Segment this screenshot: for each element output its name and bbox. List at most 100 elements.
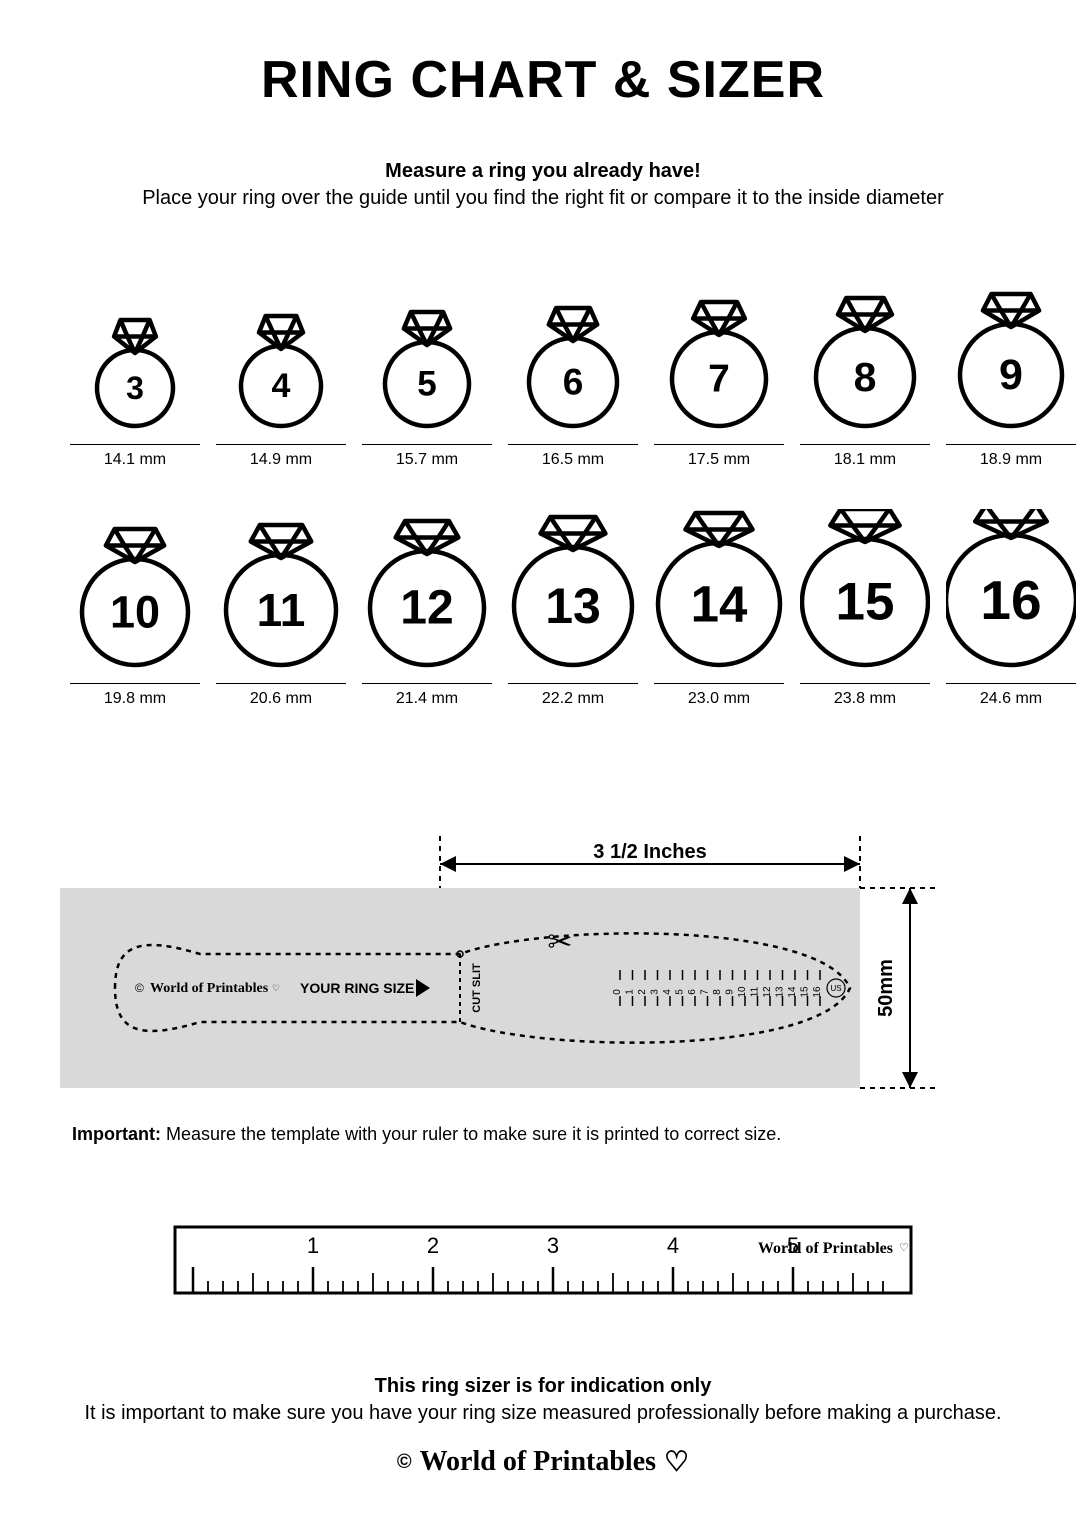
svg-text:US: US xyxy=(830,984,841,993)
ring-icon: 9 xyxy=(946,270,1076,430)
svg-text:4: 4 xyxy=(662,989,673,995)
ring-divider xyxy=(508,444,638,445)
ring-icon: 16 xyxy=(946,509,1076,669)
ring-icon: 11 xyxy=(216,509,346,669)
footer-heading: This ring sizer is for indication only xyxy=(60,1375,1026,1398)
ring-size-number: 10 xyxy=(110,587,160,638)
strip-important-note: Important: Measure the template with you… xyxy=(60,1118,1026,1145)
ring-size-cell: 4 14.9 mm xyxy=(216,270,346,469)
ring-size-cell: 11 20.6 mm xyxy=(216,509,346,708)
ring-mm-label: 19.8 mm xyxy=(104,690,166,708)
ring-mm-label: 17.5 mm xyxy=(688,451,750,469)
ring-mm-label: 18.9 mm xyxy=(980,451,1042,469)
svg-text:YOUR RING SIZE: YOUR RING SIZE xyxy=(300,980,414,996)
svg-text:3: 3 xyxy=(547,1233,559,1258)
ring-divider xyxy=(216,444,346,445)
strip-important-label: Important: xyxy=(72,1124,161,1144)
ring-size-cell: 5 15.7 mm xyxy=(362,270,492,469)
svg-text:4: 4 xyxy=(667,1233,679,1258)
svg-text:2: 2 xyxy=(427,1233,439,1258)
ring-icon: 8 xyxy=(800,270,930,430)
footer-credit: © World of Printables ♡ xyxy=(60,1445,1026,1479)
svg-text:10: 10 xyxy=(737,986,748,998)
ring-size-cell: 10 19.8 mm xyxy=(70,509,200,708)
sizer-strip-diagram: 3 1/2 Inches50mmCUT SLIT✂©World of Print… xyxy=(60,828,1026,1118)
ring-divider xyxy=(70,444,200,445)
ring-size-cell: 6 16.5 mm xyxy=(508,270,638,469)
ring-size-number: 14 xyxy=(691,576,748,633)
ring-size-number: 16 xyxy=(980,569,1041,631)
ring-mm-label: 14.9 mm xyxy=(250,451,312,469)
svg-text:✂: ✂ xyxy=(547,926,572,959)
ring-divider xyxy=(946,444,1076,445)
ring-size-number: 6 xyxy=(563,362,584,403)
ring-icon: 5 xyxy=(362,270,492,430)
ring-mm-label: 20.6 mm xyxy=(250,690,312,708)
ring-icon: 13 xyxy=(508,509,638,669)
ring-divider xyxy=(216,683,346,684)
sizer-strip-block: 3 1/2 Inches50mmCUT SLIT✂©World of Print… xyxy=(60,828,1026,1145)
ring-size-cell: 9 18.9 mm xyxy=(946,270,1076,469)
ring-size-number: 7 xyxy=(708,358,730,401)
ring-size-cell: 7 17.5 mm xyxy=(654,270,784,469)
ring-size-number: 9 xyxy=(999,351,1023,399)
ring-size-number: 5 xyxy=(417,365,436,404)
ring-size-number: 13 xyxy=(545,578,601,634)
ring-size-grid: 3 14.1 mm 4 14.9 mm xyxy=(60,270,1026,708)
ring-mm-label: 24.6 mm xyxy=(980,690,1042,708)
ring-size-cell: 13 22.2 mm xyxy=(508,509,638,708)
svg-text:♡: ♡ xyxy=(272,983,280,993)
ring-divider xyxy=(800,444,930,445)
ring-divider xyxy=(946,683,1076,684)
ring-size-cell: 3 14.1 mm xyxy=(70,270,200,469)
subheading: Measure a ring you already have! xyxy=(60,160,1026,183)
footer-brand: World of Printables xyxy=(420,1446,656,1478)
svg-text:14: 14 xyxy=(787,986,798,998)
svg-text:6: 6 xyxy=(687,989,698,995)
ring-mm-label: 23.0 mm xyxy=(688,690,750,708)
ring-mm-label: 16.5 mm xyxy=(542,451,604,469)
svg-text:World of Printables: World of Printables xyxy=(150,981,269,996)
footer-body: It is important to make sure you have yo… xyxy=(60,1402,1026,1425)
subheading-body: Place your ring over the guide until you… xyxy=(60,187,1026,210)
ring-size-cell: 14 23.0 mm xyxy=(654,509,784,708)
ring-mm-label: 15.7 mm xyxy=(396,451,458,469)
ring-size-number: 15 xyxy=(836,573,895,632)
ring-size-cell: 15 23.8 mm xyxy=(800,509,930,708)
svg-text:50mm: 50mm xyxy=(875,959,897,1017)
ring-icon: 10 xyxy=(70,509,200,669)
svg-text:1: 1 xyxy=(625,989,636,995)
ring-size-number: 12 xyxy=(400,582,453,635)
ring-size-number: 3 xyxy=(126,370,144,406)
ring-divider xyxy=(508,683,638,684)
svg-text:3 1/2 Inches: 3 1/2 Inches xyxy=(593,841,706,863)
ring-size-cell: 12 21.4 mm xyxy=(362,509,492,708)
ring-icon: 4 xyxy=(216,270,346,430)
svg-text:2: 2 xyxy=(637,989,648,995)
ring-divider xyxy=(362,683,492,684)
svg-text:9: 9 xyxy=(725,989,736,995)
svg-text:World of Printables: World of Printables xyxy=(758,1240,893,1257)
page-title: RING CHART & SIZER xyxy=(60,50,1026,110)
ring-divider xyxy=(654,444,784,445)
svg-text:0: 0 xyxy=(612,989,623,995)
svg-text:CUT SLIT: CUT SLIT xyxy=(471,963,483,1013)
ruler-diagram: 12345World of Printables ♡ xyxy=(173,1225,913,1295)
svg-text:16: 16 xyxy=(812,986,823,998)
ring-icon: 14 xyxy=(654,509,784,669)
ring-icon: 7 xyxy=(654,270,784,430)
svg-text:1: 1 xyxy=(307,1233,319,1258)
ring-size-number: 8 xyxy=(854,354,877,400)
ring-icon: 3 xyxy=(70,270,200,430)
ring-icon: 12 xyxy=(362,509,492,669)
svg-text:11: 11 xyxy=(750,986,761,997)
svg-text:15: 15 xyxy=(800,986,811,998)
ring-mm-label: 14.1 mm xyxy=(104,451,166,469)
svg-text:3: 3 xyxy=(650,989,661,995)
ring-divider xyxy=(800,683,930,684)
svg-text:♡: ♡ xyxy=(899,1242,909,1254)
heart-icon: ♡ xyxy=(664,1445,689,1479)
ring-mm-label: 18.1 mm xyxy=(834,451,896,469)
ring-icon: 6 xyxy=(508,270,638,430)
svg-text:13: 13 xyxy=(775,986,786,998)
